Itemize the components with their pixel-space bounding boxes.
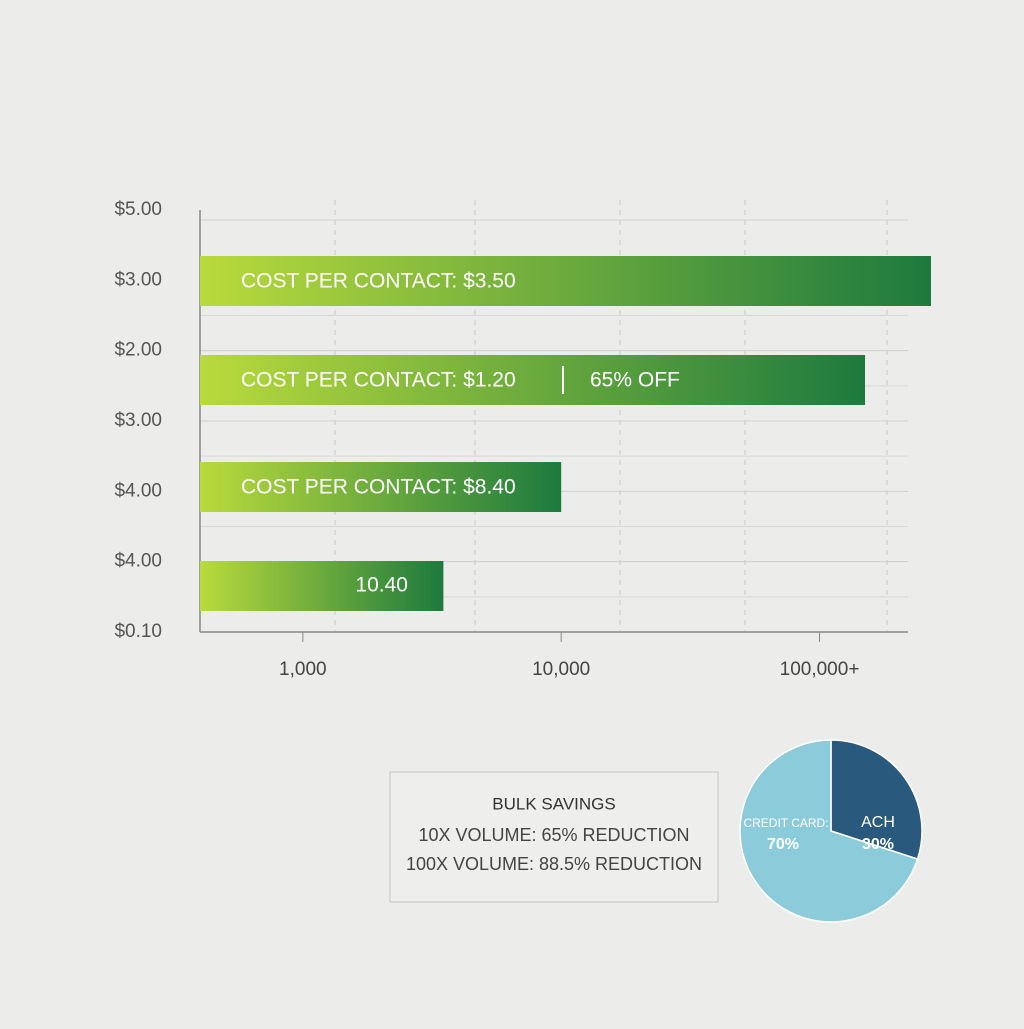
bar-label: 10.40 xyxy=(355,574,408,597)
x-tick-label: 100,000+ xyxy=(780,659,860,680)
box-line: 100X VOLUME: 88.5% REDUCTION xyxy=(406,854,702,874)
pie-label: ACH xyxy=(861,814,895,831)
bar-label: COST PER CONTACT: $1.20 xyxy=(241,369,516,392)
bar xyxy=(200,462,562,512)
y-label: $4.00 xyxy=(114,480,162,501)
bar xyxy=(200,561,444,611)
y-label: $0.10 xyxy=(114,621,162,642)
bar xyxy=(200,256,931,306)
pie-slice xyxy=(830,739,923,861)
y-label: $4.00 xyxy=(114,551,162,572)
bar-label: COST PER CONTACT: $8.40 xyxy=(241,476,516,499)
box-line: 10X VOLUME: 65% REDUCTION xyxy=(418,825,689,845)
pie-value: 30% xyxy=(862,836,894,853)
box-title: BULK SAVINGS xyxy=(492,794,615,813)
pie-slice xyxy=(739,739,919,923)
x-tick-label: 10,000 xyxy=(532,659,590,680)
y-label: $5.00 xyxy=(114,199,162,220)
pie-value: 70% xyxy=(767,836,799,853)
bar xyxy=(200,355,866,405)
y-label: $3.00 xyxy=(114,410,162,431)
bar-label: 65% OFF xyxy=(590,369,680,392)
pie-label: CREDIT CARD: xyxy=(743,816,828,830)
y-label: $2.00 xyxy=(114,340,162,361)
y-label: $3.00 xyxy=(114,269,162,290)
savings-box xyxy=(389,771,719,903)
bar-label: COST PER CONTACT: $3.50 xyxy=(241,270,516,293)
x-tick-label: 1,000 xyxy=(279,659,327,680)
